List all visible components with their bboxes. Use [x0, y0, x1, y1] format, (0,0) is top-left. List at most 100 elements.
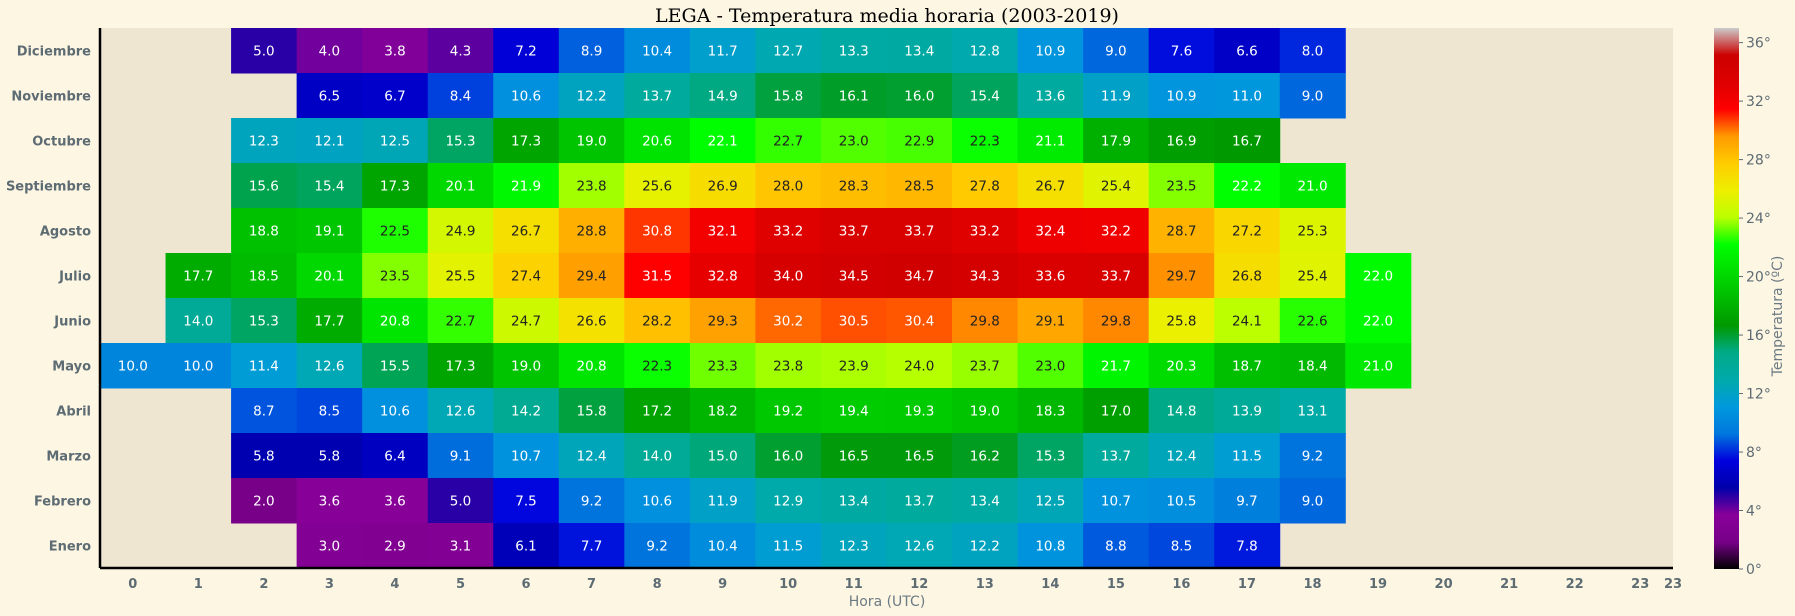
cell-value-label: 16.9 — [1166, 134, 1196, 150]
cell-value-label: 8.5 — [319, 404, 340, 420]
cell-value-label: 9.0 — [1105, 44, 1126, 60]
colorbar-tick-label: 28° — [1746, 153, 1771, 169]
cell-value-label: 22.2 — [1232, 179, 1262, 195]
heatmap-cell — [755, 118, 822, 164]
heatmap-cell — [820, 208, 887, 254]
cell-value-label: 12.5 — [380, 134, 410, 150]
heatmap-cell — [1148, 163, 1215, 209]
cell-value-label: 18.7 — [1232, 359, 1262, 375]
heatmap-cell — [1279, 298, 1346, 344]
cell-value-label: 10.7 — [1101, 494, 1131, 510]
heatmap-cell — [624, 118, 691, 164]
heatmap-cell — [886, 433, 953, 479]
cell-value-label: 9.1 — [450, 449, 471, 465]
heatmap-cell — [624, 163, 691, 209]
cell-value-label: 20.8 — [380, 314, 410, 330]
heatmap-cell — [362, 298, 429, 344]
heatmap-cell — [1345, 298, 1412, 344]
heatmap-cell — [624, 478, 691, 524]
cell-value-label: 21.1 — [1035, 134, 1065, 150]
heatmap-cell — [1017, 118, 1084, 164]
heatmap-cell — [755, 343, 822, 389]
cell-value-label: 17.3 — [445, 359, 475, 375]
heatmap-cell — [558, 388, 625, 434]
heatmap-cell — [689, 208, 756, 254]
heatmap-cell — [165, 343, 232, 389]
heatmap-cell — [427, 433, 494, 479]
cell-value-label: 23.0 — [1035, 359, 1065, 375]
heatmap-cell — [624, 298, 691, 344]
y-tick-label: Septiembre — [6, 180, 91, 195]
cell-value-label: 8.0 — [1302, 44, 1323, 60]
heatmap-cell — [100, 343, 167, 389]
heatmap-cell — [886, 208, 953, 254]
x-tick-label: 23 — [1664, 577, 1682, 592]
cell-value-label: 16.0 — [773, 449, 803, 465]
cell-value-label: 9.2 — [581, 494, 602, 510]
cell-value-label: 17.9 — [1101, 134, 1131, 150]
cell-value-label: 9.0 — [1302, 494, 1323, 510]
cell-value-label: 17.7 — [314, 314, 344, 330]
cell-value-label: 29.8 — [1101, 314, 1131, 330]
colorbar-title: Temperatura (ºC) — [1770, 256, 1786, 378]
cell-value-label: 10.9 — [1166, 89, 1196, 105]
heatmap-cell — [558, 208, 625, 254]
heatmap-cell — [689, 253, 756, 299]
cell-value-label: 19.1 — [314, 224, 344, 240]
heatmap-cell — [362, 73, 429, 119]
cell-value-label: 3.1 — [450, 539, 471, 555]
cell-value-label: 23.3 — [708, 359, 738, 375]
cell-value-label: 7.2 — [515, 44, 536, 60]
cell-value-label: 21.0 — [1363, 359, 1393, 375]
cell-value-label: 2.9 — [384, 539, 405, 555]
heatmap-cell — [886, 298, 953, 344]
heatmap-cell — [1214, 253, 1281, 299]
cell-value-label: 10.0 — [183, 359, 213, 375]
heatmap-cell — [1083, 298, 1150, 344]
cell-value-label: 15.8 — [577, 404, 607, 420]
heatmap-cell — [1017, 523, 1084, 569]
heatmap-cell — [493, 163, 560, 209]
cell-value-label: 28.0 — [773, 179, 803, 195]
heatmap-cell — [1279, 253, 1346, 299]
heatmap-cell — [427, 253, 494, 299]
heatmap-cell — [1148, 343, 1215, 389]
cell-value-label: 22.6 — [1297, 314, 1327, 330]
cell-value-label: 24.9 — [445, 224, 475, 240]
heatmap-cell — [755, 28, 822, 74]
heatmap-cell — [165, 253, 232, 299]
heatmap-cell — [952, 253, 1019, 299]
heatmap-cell — [755, 388, 822, 434]
cell-value-label: 32.8 — [708, 269, 738, 285]
colorbar-tick-label: 36° — [1746, 36, 1771, 52]
y-tick-label: Diciembre — [17, 45, 91, 60]
heatmap-cell — [1214, 343, 1281, 389]
cell-value-label: 8.5 — [1171, 539, 1192, 555]
cell-value-label: 13.7 — [904, 494, 934, 510]
heatmap-cell — [886, 163, 953, 209]
heatmap-cell — [1083, 478, 1150, 524]
cell-value-label: 10.0 — [118, 359, 148, 375]
cell-value-label: 22.7 — [773, 134, 803, 150]
heatmap-cell — [362, 343, 429, 389]
heatmap-cell — [1345, 253, 1412, 299]
x-tick-label: 8 — [653, 577, 662, 592]
x-tick-label: 19 — [1369, 577, 1387, 592]
heatmap-cell — [296, 253, 363, 299]
cell-value-label: 26.8 — [1232, 269, 1262, 285]
cell-value-label: 15.8 — [773, 89, 803, 105]
colorbar-gradient — [1714, 28, 1739, 569]
heatmap-cell — [296, 73, 363, 119]
cell-value-label: 15.6 — [249, 179, 279, 195]
cell-value-label: 25.8 — [1166, 314, 1196, 330]
cell-value-label: 12.7 — [773, 44, 803, 60]
heatmap-cell — [558, 163, 625, 209]
heatmap-cell — [493, 478, 560, 524]
heatmap-cell — [689, 388, 756, 434]
cell-value-label: 14.2 — [511, 404, 541, 420]
heatmap-cell — [1148, 253, 1215, 299]
colorbar-tick-label: 20° — [1746, 270, 1771, 286]
heatmap-cell — [362, 28, 429, 74]
cell-value-label: 10.4 — [642, 44, 672, 60]
cell-value-label: 16.5 — [904, 449, 934, 465]
